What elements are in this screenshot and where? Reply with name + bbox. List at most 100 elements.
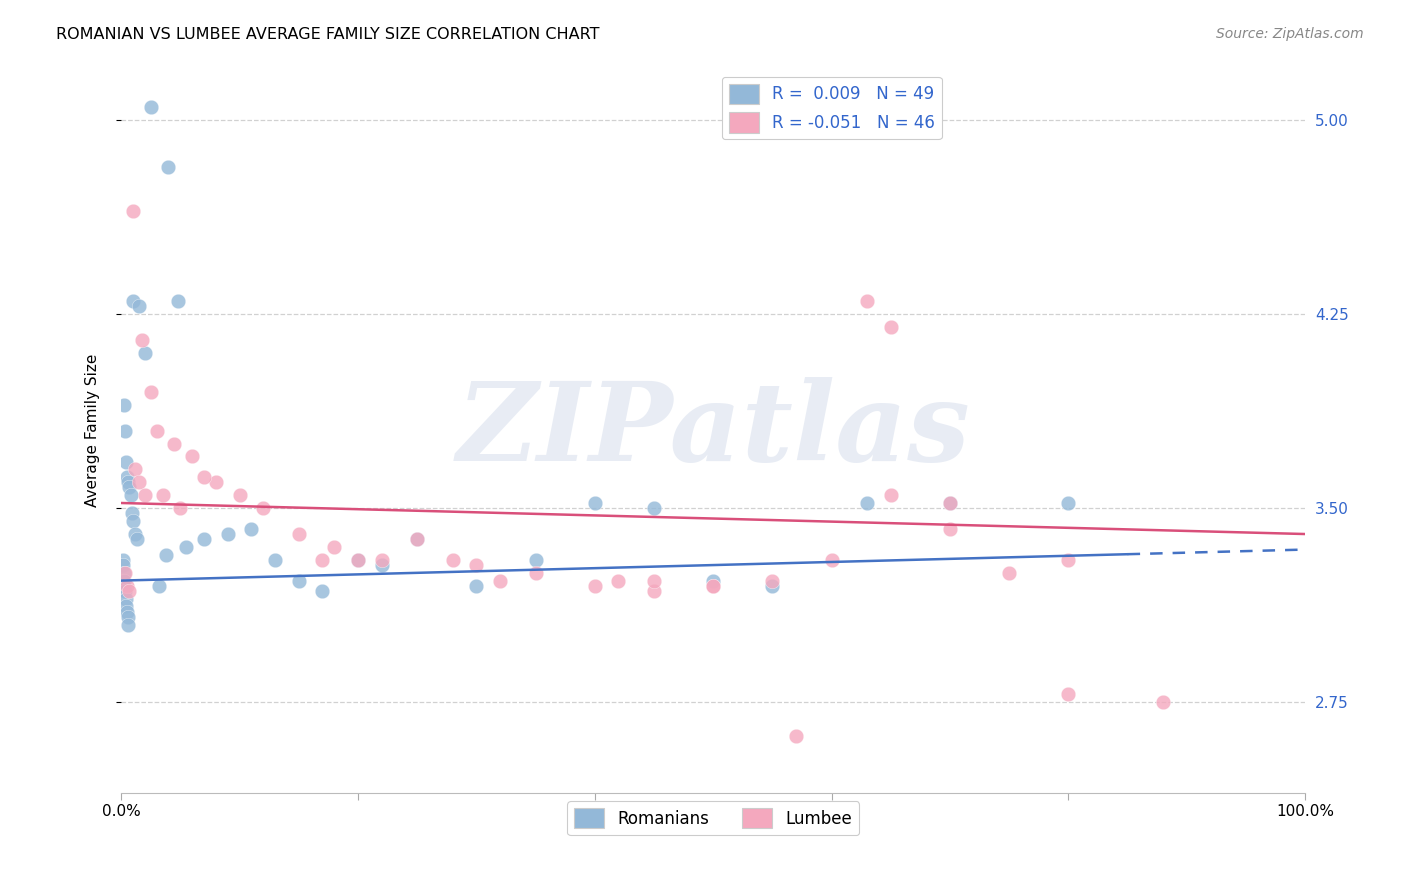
Point [145, 424, 167, 438]
Point [152, 488, 174, 502]
Point [311, 553, 333, 567]
Point [252, 501, 274, 516]
Point [347, 553, 370, 567]
Legend: Romanians, Lumbee: Romanians, Lumbee [567, 801, 859, 835]
Point [643, 574, 665, 588]
Point [114, 566, 136, 580]
Point [193, 470, 215, 484]
Point [134, 346, 156, 360]
Point [939, 496, 962, 510]
Text: ZIPatlas: ZIPatlas [456, 376, 970, 484]
Point [785, 729, 807, 743]
Point [465, 558, 488, 572]
Point [583, 496, 606, 510]
Point [174, 540, 197, 554]
Point [406, 532, 429, 546]
Point [939, 496, 962, 510]
Point [287, 527, 309, 541]
Point [761, 574, 783, 588]
Point [115, 470, 138, 484]
Point [702, 579, 724, 593]
Point [115, 455, 138, 469]
Point [112, 398, 135, 412]
Point [131, 333, 153, 347]
Point [761, 579, 783, 593]
Point [702, 574, 724, 588]
Point [1057, 687, 1080, 701]
Point [155, 548, 177, 562]
Point [465, 579, 488, 593]
Point [643, 501, 665, 516]
Point [347, 553, 370, 567]
Point [112, 574, 135, 588]
Point [998, 566, 1021, 580]
Point [939, 522, 962, 536]
Point [118, 583, 141, 598]
Point [856, 496, 879, 510]
Point [205, 475, 228, 490]
Point [163, 436, 186, 450]
Point [115, 591, 138, 606]
Point [115, 579, 138, 593]
Point [117, 475, 139, 490]
Point [240, 522, 263, 536]
Point [128, 475, 150, 490]
Point [121, 506, 143, 520]
Point [122, 514, 145, 528]
Point [139, 100, 162, 114]
Point [114, 583, 136, 598]
Point [370, 558, 392, 572]
Point [264, 553, 287, 567]
Point [115, 605, 138, 619]
Point [148, 579, 170, 593]
Point [406, 532, 429, 546]
Point [167, 294, 190, 309]
Point [323, 540, 346, 554]
Point [1057, 496, 1080, 510]
Point [115, 599, 138, 614]
Point [524, 553, 547, 567]
Point [643, 583, 665, 598]
Point [157, 160, 180, 174]
Point [114, 424, 136, 438]
Point [112, 558, 135, 572]
Point [122, 294, 145, 309]
Point [117, 617, 139, 632]
Point [287, 574, 309, 588]
Point [441, 553, 464, 567]
Point [114, 579, 136, 593]
Text: ROMANIAN VS LUMBEE AVERAGE FAMILY SIZE CORRELATION CHART: ROMANIAN VS LUMBEE AVERAGE FAMILY SIZE C… [56, 27, 600, 42]
Point [118, 481, 141, 495]
Point [112, 566, 135, 580]
Point [880, 488, 903, 502]
Point [193, 532, 215, 546]
Point [120, 488, 142, 502]
Point [489, 574, 512, 588]
Point [1152, 695, 1174, 709]
Point [1057, 553, 1080, 567]
Point [228, 488, 250, 502]
Point [607, 574, 630, 588]
Point [583, 579, 606, 593]
Point [134, 488, 156, 502]
Point [139, 384, 162, 399]
Point [169, 501, 191, 516]
Point [856, 294, 879, 309]
Y-axis label: Average Family Size: Average Family Size [86, 354, 100, 508]
Point [124, 462, 146, 476]
Point [128, 300, 150, 314]
Point [370, 553, 392, 567]
Point [124, 527, 146, 541]
Point [181, 450, 204, 464]
Point [880, 320, 903, 334]
Point [820, 553, 842, 567]
Point [122, 203, 145, 218]
Point [524, 566, 547, 580]
Point [217, 527, 239, 541]
Point [311, 583, 333, 598]
Point [125, 532, 148, 546]
Point [111, 553, 134, 567]
Text: Source: ZipAtlas.com: Source: ZipAtlas.com [1216, 27, 1364, 41]
Point [117, 609, 139, 624]
Point [702, 579, 724, 593]
